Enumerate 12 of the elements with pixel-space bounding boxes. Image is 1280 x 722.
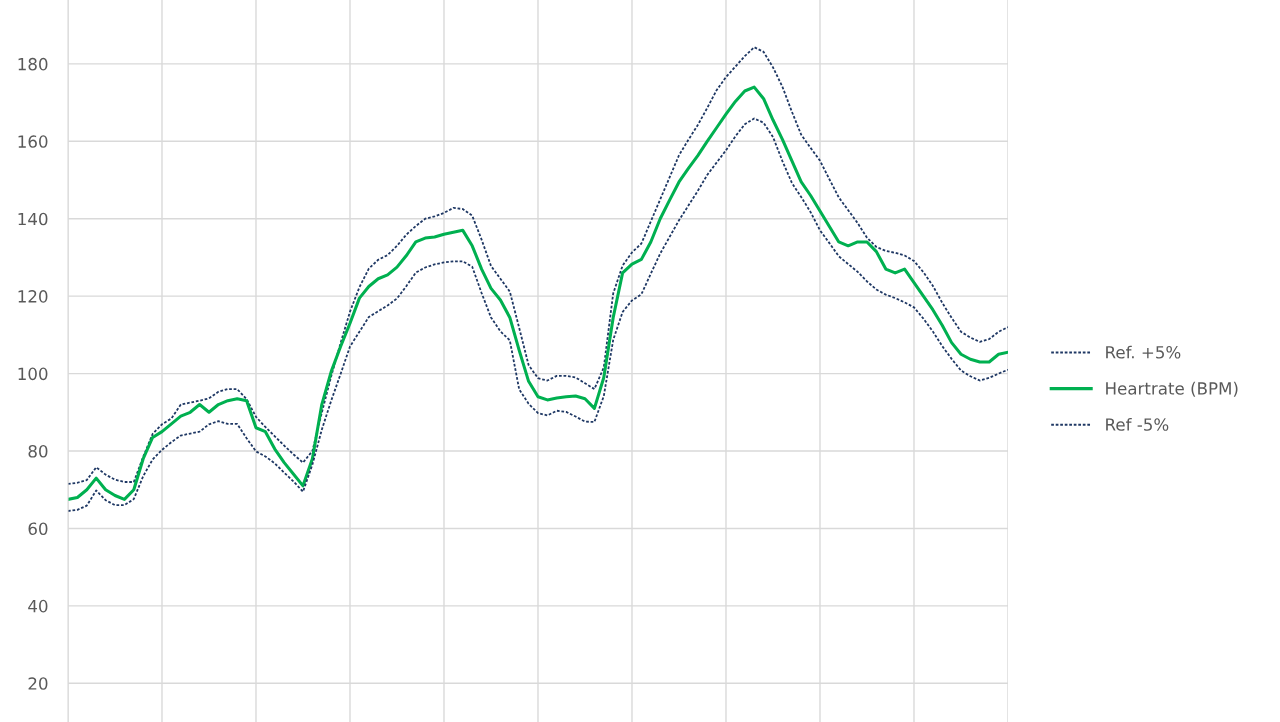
y-tick-label: 160 bbox=[18, 135, 48, 148]
y-tick-label: 60 bbox=[28, 522, 48, 535]
y-tick-label: 120 bbox=[18, 290, 48, 303]
y-tick-label: 180 bbox=[18, 57, 48, 71]
legend-label: Heartrate (BPM) bbox=[1106, 381, 1238, 397]
y-tick-label: 80 bbox=[28, 444, 48, 458]
legend-label: Ref. +5% bbox=[1106, 345, 1181, 359]
y-tick-label: 40 bbox=[28, 599, 48, 613]
y-tick-label: 140 bbox=[18, 212, 48, 226]
y-tick-label: 20 bbox=[28, 677, 48, 690]
legend-label: Ref -5% bbox=[1106, 417, 1169, 431]
y-tick-label: 100 bbox=[18, 367, 48, 381]
